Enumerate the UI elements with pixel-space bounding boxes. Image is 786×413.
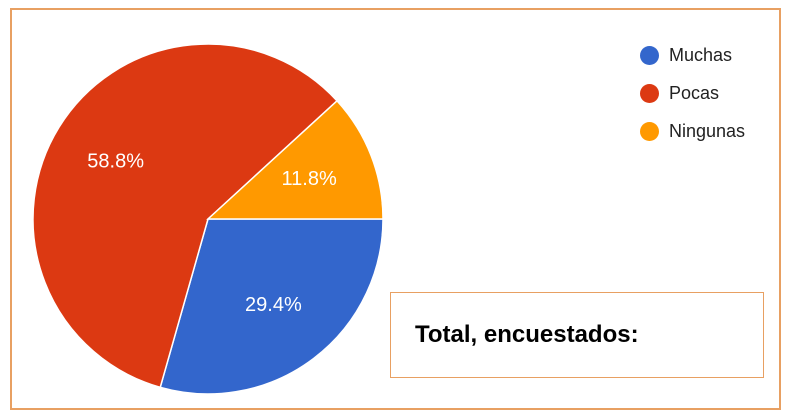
legend: Muchas Pocas Ningunas [640, 36, 745, 150]
total-respondents-label: Total, encuestados: [415, 321, 639, 348]
legend-swatch-muchas [640, 45, 659, 65]
pie-slices [32, 43, 384, 395]
legend-label-ningunas: Ningunas [669, 120, 746, 141]
legend-swatch-pocas [640, 83, 659, 103]
pie-slice-label-muchas: 29.4% [245, 294, 302, 316]
legend-item-pocas: Pocas [640, 74, 745, 112]
pie-slice-muchas [159, 218, 384, 395]
pie-slice-ningunas [206, 99, 384, 220]
pie-slice-label-ningunas: 11.8% [282, 168, 337, 190]
total-respondents-box: Total, encuestados: [390, 292, 764, 378]
legend-label-muchas: Muchas [669, 44, 733, 65]
pie-slice-label-pocas: 58.8% [87, 150, 144, 172]
legend-item-ningunas: Ningunas [640, 112, 745, 150]
legend-swatch-ningunas [640, 121, 659, 141]
pie-slice-pocas [32, 43, 339, 389]
legend-label-pocas: Pocas [669, 82, 720, 103]
pie-slice-labels: 29.4% 58.8% 11.8% [87, 150, 337, 316]
legend-item-muchas: Muchas [640, 36, 745, 74]
